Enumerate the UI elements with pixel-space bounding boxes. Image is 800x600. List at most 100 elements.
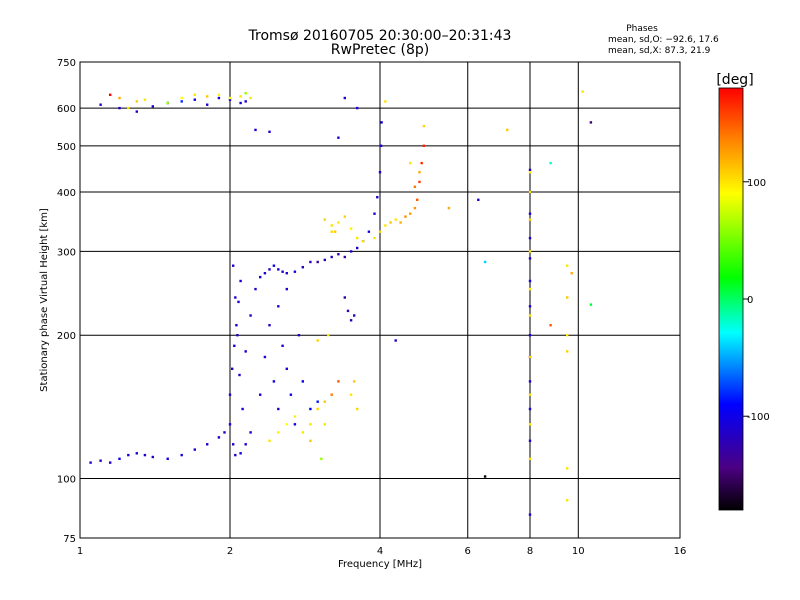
data-point: [384, 100, 387, 103]
data-point: [249, 431, 252, 434]
data-point: [301, 266, 304, 269]
data-point: [193, 448, 196, 451]
data-point: [528, 305, 532, 308]
data-point: [180, 453, 183, 457]
data-point: [151, 455, 154, 459]
data-point: [263, 355, 267, 359]
data-point: [316, 407, 319, 411]
data-point: [327, 334, 330, 337]
data-point: [566, 264, 569, 267]
data-point: [254, 287, 257, 291]
data-point: [180, 100, 183, 103]
data-point: [232, 264, 235, 267]
data-point: [373, 236, 376, 240]
data-point: [528, 355, 532, 359]
data-point: [323, 400, 326, 403]
colorbar-tick-label: 100: [747, 178, 766, 189]
data-point: [422, 124, 426, 128]
data-point: [418, 171, 421, 174]
data-point: [239, 95, 242, 98]
data-point: [238, 373, 241, 377]
data-point: [237, 300, 240, 304]
data-point: [316, 400, 319, 403]
data-point: [217, 436, 221, 439]
data-point: [316, 260, 319, 264]
data-point: [301, 431, 304, 434]
data-point: [528, 218, 532, 221]
data-point: [528, 334, 532, 337]
data-point: [249, 314, 252, 317]
data-point: [293, 415, 297, 418]
data-point: [249, 96, 252, 100]
data-point: [223, 431, 226, 434]
data-point: [361, 240, 365, 243]
data-point: [378, 230, 382, 233]
data-point: [379, 144, 383, 147]
data-point: [285, 272, 288, 275]
colorbar-ticks: 100 0 -100: [743, 178, 770, 423]
data-point: [528, 190, 532, 194]
data-point: [409, 212, 412, 215]
data-point: [483, 475, 487, 478]
data-point: [206, 443, 209, 446]
x-tick-label: 10: [572, 546, 585, 557]
x-tick-label: 6: [465, 546, 471, 557]
data-point: [343, 255, 346, 259]
colorbar-tick-label: 0: [747, 295, 753, 306]
x-tick-label: 8: [527, 546, 533, 557]
data-point: [528, 212, 532, 215]
colorbar-tick-label: -100: [747, 412, 770, 423]
data-point: [277, 305, 280, 308]
data-point: [394, 339, 397, 342]
y-tick-label: 300: [57, 247, 76, 258]
data-point: [143, 453, 147, 457]
data-point: [244, 100, 247, 103]
data-point: [528, 380, 532, 383]
data-point: [281, 270, 284, 273]
data-point: [99, 459, 102, 462]
data-point: [323, 258, 326, 262]
data-point: [404, 215, 407, 218]
data-point: [289, 393, 293, 396]
data-point: [272, 380, 276, 383]
data-point: [285, 367, 288, 370]
data-point: [127, 453, 130, 457]
data-point: [528, 423, 532, 426]
data-point: [254, 128, 257, 132]
data-point: [506, 128, 509, 132]
data-point: [337, 253, 340, 256]
data-point: [376, 196, 379, 199]
data-point: [566, 334, 569, 337]
data-point: [234, 453, 237, 457]
data-point: [566, 350, 569, 353]
data-points: [89, 90, 593, 516]
data-point: [127, 106, 130, 110]
data-point: [549, 161, 552, 165]
data-point: [528, 279, 532, 283]
data-point: [268, 439, 271, 442]
data-point: [316, 339, 319, 342]
data-point: [231, 367, 234, 370]
data-point: [483, 260, 487, 264]
data-point: [233, 344, 236, 347]
data-point: [244, 443, 247, 446]
data-point: [277, 407, 280, 411]
data-point: [109, 461, 112, 464]
y-axis: 75 100 200 300 400 500 600 750: [57, 58, 76, 545]
data-point: [323, 218, 326, 221]
data-point: [581, 90, 584, 93]
data-point: [380, 121, 383, 124]
data-point: [343, 296, 346, 299]
data-point: [389, 221, 392, 224]
data-point: [281, 344, 284, 347]
data-point: [309, 260, 312, 264]
data-point: [268, 130, 271, 133]
data-point: [420, 161, 423, 165]
data-point: [353, 380, 356, 383]
data-point: [477, 198, 480, 201]
data-point: [346, 309, 350, 313]
data-point: [99, 103, 102, 106]
data-point: [570, 272, 573, 275]
data-point: [356, 407, 359, 411]
data-point: [566, 499, 569, 502]
